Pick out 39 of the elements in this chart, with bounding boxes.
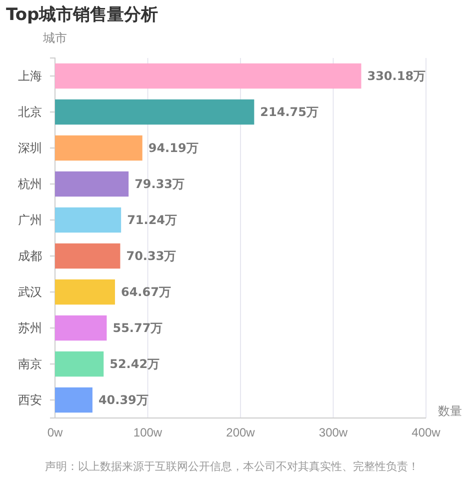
data-label: 79.33万 [134, 177, 185, 192]
data-label: 55.77万 [112, 321, 163, 336]
y-tick-label: 上海 [18, 68, 42, 83]
bar [55, 243, 120, 269]
bar [55, 279, 115, 305]
x-tick-label: 0w [47, 426, 63, 440]
data-label: 64.67万 [120, 285, 171, 300]
data-label: 330.18万 [367, 69, 426, 84]
bar [55, 135, 142, 161]
x-axis-title: 数量 [438, 404, 462, 418]
y-tick-label: 南京 [18, 356, 42, 371]
data-label: 71.24万 [127, 213, 178, 228]
y-tick-label: 北京 [18, 104, 42, 119]
y-tick-label: 深圳 [18, 140, 42, 155]
bar [55, 351, 104, 377]
data-label: 52.42万 [110, 357, 160, 372]
x-tick-label: 300w [318, 426, 348, 440]
data-label: 40.39万 [98, 393, 148, 408]
y-tick-label: 杭州 [17, 176, 42, 191]
y-tick-label: 成都 [18, 248, 42, 263]
x-tick-label: 100w [133, 426, 162, 440]
bar [55, 171, 129, 197]
x-tick-label: 200w [226, 426, 256, 440]
bar [55, 207, 122, 233]
x-tick-label: 400w [412, 426, 441, 440]
bar [55, 387, 92, 413]
bar [55, 99, 254, 125]
y-axis-title: 城市 [42, 31, 67, 45]
y-tick-label: 武汉 [18, 284, 42, 299]
y-tick-label: 西安 [18, 392, 42, 407]
y-tick-label: 苏州 [18, 320, 42, 335]
data-label: 94.19万 [148, 141, 198, 156]
data-label: 214.75万 [260, 105, 318, 120]
text: 声明：以上数据来源于互联网公开信息，本公司不对其真实性、完整性负责！ [45, 460, 419, 473]
y-tick-label: 广州 [18, 212, 42, 227]
bar [55, 315, 107, 341]
chart-title: Top城市销售量分析 [6, 5, 158, 25]
bar [55, 63, 362, 89]
data-label: 70.33万 [126, 249, 176, 264]
